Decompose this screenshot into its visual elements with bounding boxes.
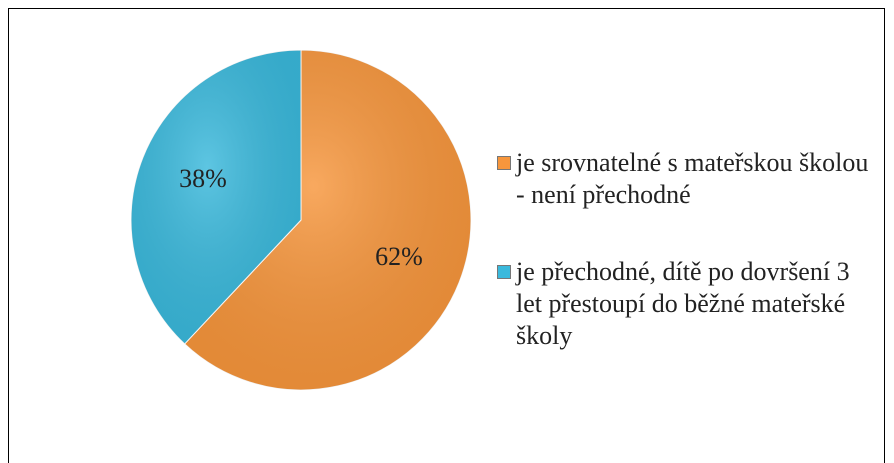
- legend-swatch: [497, 156, 511, 170]
- legend-label: je srovnatelné s mateřskou školou - není…: [516, 148, 869, 209]
- data-label: 62%: [375, 242, 423, 271]
- legend-label: je přechodné, dítě po dovršení 3 let pře…: [516, 257, 850, 350]
- data-label: 38%: [179, 164, 227, 193]
- legend-entry: je srovnatelné s mateřskou školou - není…: [497, 147, 882, 211]
- legend-swatch: [497, 265, 511, 279]
- slice-shade: [131, 50, 301, 344]
- legend-entry: je přechodné, dítě po dovršení 3 let pře…: [497, 256, 882, 352]
- slice-shade: [184, 50, 471, 390]
